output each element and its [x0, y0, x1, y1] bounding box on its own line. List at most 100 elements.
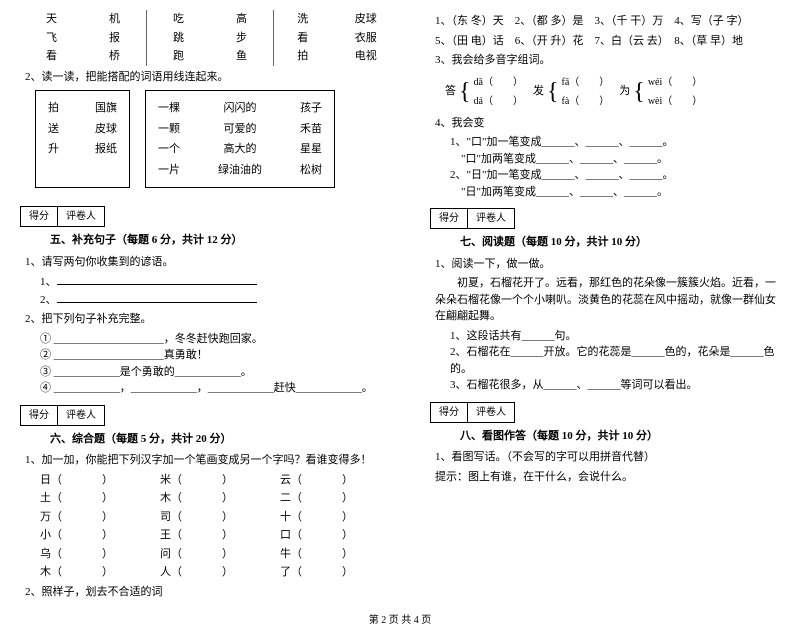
char: 报	[109, 30, 120, 47]
pinyin-groups: 答{dā（ ）dá（ ） 发{fā（ ）fà（ ） 为{wéi（ ）wèi（ ）	[445, 72, 780, 112]
ct: 木（	[160, 490, 182, 507]
ct: ）	[102, 472, 113, 489]
page-footer: 第 2 页 共 4 页	[20, 613, 780, 628]
right-line1: 1、（东 冬）天 2、（都 多）是 3、（千 干）万 4、写（子 字）	[435, 13, 780, 30]
char-grid: 天机 吃高 洗皮球 飞报 跳步 看衣服 看桥 跑鱼 拍电视	[20, 10, 400, 66]
word: 高大的	[224, 141, 257, 158]
ct: ）	[102, 546, 113, 563]
ct: 牛（	[280, 546, 302, 563]
pinyin-opt: fā（ ）	[562, 75, 610, 90]
char: 跑	[173, 48, 184, 65]
ct: ）	[342, 490, 353, 507]
sec7-item: 2、石榴花在______开放。它的花蕊是______色的，花朵是______色的…	[450, 344, 780, 377]
ct: ）	[342, 564, 353, 581]
ct: ）	[222, 472, 233, 489]
section-5-title: 五、补充句子（每题 6 分，共计 12 分）	[50, 232, 400, 249]
word: 孩子	[300, 100, 322, 117]
sec8-q1: 1、看图写话。（不会写的字可以用拼音代替）	[435, 449, 780, 466]
ct: 木（	[40, 564, 62, 581]
ct: ）	[222, 509, 233, 526]
fill-line: ③ ____________是个勇敢的____________。	[40, 364, 400, 381]
pinyin-opt: wèi（ ）	[648, 94, 702, 109]
fill-line: ① ____________________，冬冬赶快跑回家。	[40, 331, 400, 348]
pinyin-char: 答	[445, 83, 456, 100]
char: 皮球	[355, 11, 377, 28]
fill-line: ④ ____________，____________，____________…	[40, 380, 400, 397]
score-label: 得分	[21, 406, 58, 425]
word: 一颗	[158, 121, 180, 138]
ct: 万（	[40, 509, 62, 526]
char: 电视	[355, 48, 377, 65]
word: 禾苗	[300, 121, 322, 138]
q4-line: "日"加两笔变成______、______、______。	[450, 184, 780, 201]
char: 看	[297, 30, 308, 47]
word: 可爱的	[224, 121, 257, 138]
bracket-icon: {	[459, 80, 471, 104]
char: 步	[236, 30, 247, 47]
ct: 乌（	[40, 546, 62, 563]
ct: 土（	[40, 490, 62, 507]
ct: ）	[102, 490, 113, 507]
score-box: 得分 评卷人	[430, 208, 515, 229]
ct: ）	[222, 546, 233, 563]
word: 绿油油的	[218, 162, 262, 179]
ct: ）	[342, 509, 353, 526]
passage: 初夏，石榴花开了。远看，那红色的花朵像一簇簇火焰。近看，一朵朵石榴花像一个个小喇…	[435, 275, 780, 325]
pinyin-char: 为	[619, 83, 630, 100]
match-box-1: 拍国旗 送皮球 升报纸	[35, 90, 130, 188]
ct: ）	[102, 509, 113, 526]
char: 高	[236, 11, 247, 28]
ct: 十（	[280, 509, 302, 526]
char: 衣服	[355, 30, 377, 47]
word: 松树	[300, 162, 322, 179]
pinyin-opt: fà（ ）	[562, 94, 610, 109]
section-7-title: 七、阅读题（每题 10 分，共计 10 分）	[460, 234, 780, 251]
ct: ）	[342, 472, 353, 489]
pinyin-opt: dá（ ）	[474, 94, 523, 109]
score-box: 得分 评卷人	[20, 405, 105, 426]
grader-label: 评卷人	[58, 406, 104, 425]
score-label: 得分	[431, 403, 468, 422]
word: 送	[48, 121, 59, 138]
pinyin-opt: wéi（ ）	[648, 75, 702, 90]
q4-line: 1、"口"加一笔变成______、______、______。	[450, 134, 780, 151]
word: 闪闪的	[224, 100, 257, 117]
word: 报纸	[95, 141, 117, 158]
fill-line: ② ____________________真勇敢！	[40, 347, 400, 364]
ct: 口（	[280, 527, 302, 544]
char: 鱼	[236, 48, 247, 65]
ct: 日（	[40, 472, 62, 489]
char: 看	[46, 48, 57, 65]
right-line2: 5、（田 电）话 6、（开 升）花 7、白（云 去） 8、（草 早）地	[435, 33, 780, 50]
sec6-q1: 1、加一加，你能把下列汉字加一个笔画变成另一个字吗？看谁变得多！	[25, 452, 400, 469]
char: 桥	[109, 48, 120, 65]
blank-line: 2、	[40, 291, 400, 309]
char-table: 日（）米（）云（） 土（）木（）二（） 万（）司（）十（） 小（）王（）口（） …	[40, 472, 400, 581]
ct: ）	[102, 564, 113, 581]
sec7-q1: 1、阅读一下，做一做。	[435, 256, 780, 273]
sec5-q2: 2、把下列句子补充完整。	[25, 311, 400, 328]
right-q4: 4、我会变	[435, 115, 780, 132]
ct: 米（	[160, 472, 182, 489]
pinyin-char: 发	[533, 83, 544, 100]
ct: ）	[342, 546, 353, 563]
match-box-2: 一棵闪闪的孩子 一颗可爱的禾苗 一个高大的星星 一片绿油油的松树	[145, 90, 335, 188]
char: 天	[46, 11, 57, 28]
word: 一个	[158, 141, 180, 158]
ct: 小（	[40, 527, 62, 544]
score-label: 得分	[431, 209, 468, 228]
match-boxes: 拍国旗 送皮球 升报纸 一棵闪闪的孩子 一颗可爱的禾苗 一个高大的星星 一片绿油…	[35, 90, 400, 188]
ct: 人（	[160, 564, 182, 581]
ct: 王（	[160, 527, 182, 544]
score-box: 得分 评卷人	[430, 402, 515, 423]
section-8-title: 八、看图作答（每题 10 分，共计 10 分）	[460, 428, 780, 445]
ct: 司（	[160, 509, 182, 526]
sec7-item: 3、石榴花很多，从______、______等词可以看出。	[450, 377, 780, 394]
ct: ）	[222, 527, 233, 544]
sec6-q2: 2、照样子，划去不合适的词	[25, 584, 400, 601]
ct: ）	[342, 527, 353, 544]
word: 一片	[158, 162, 180, 179]
char: 飞	[46, 30, 57, 47]
q4-line: 2、"日"加一笔变成______、______、______。	[450, 167, 780, 184]
ct: ）	[222, 564, 233, 581]
